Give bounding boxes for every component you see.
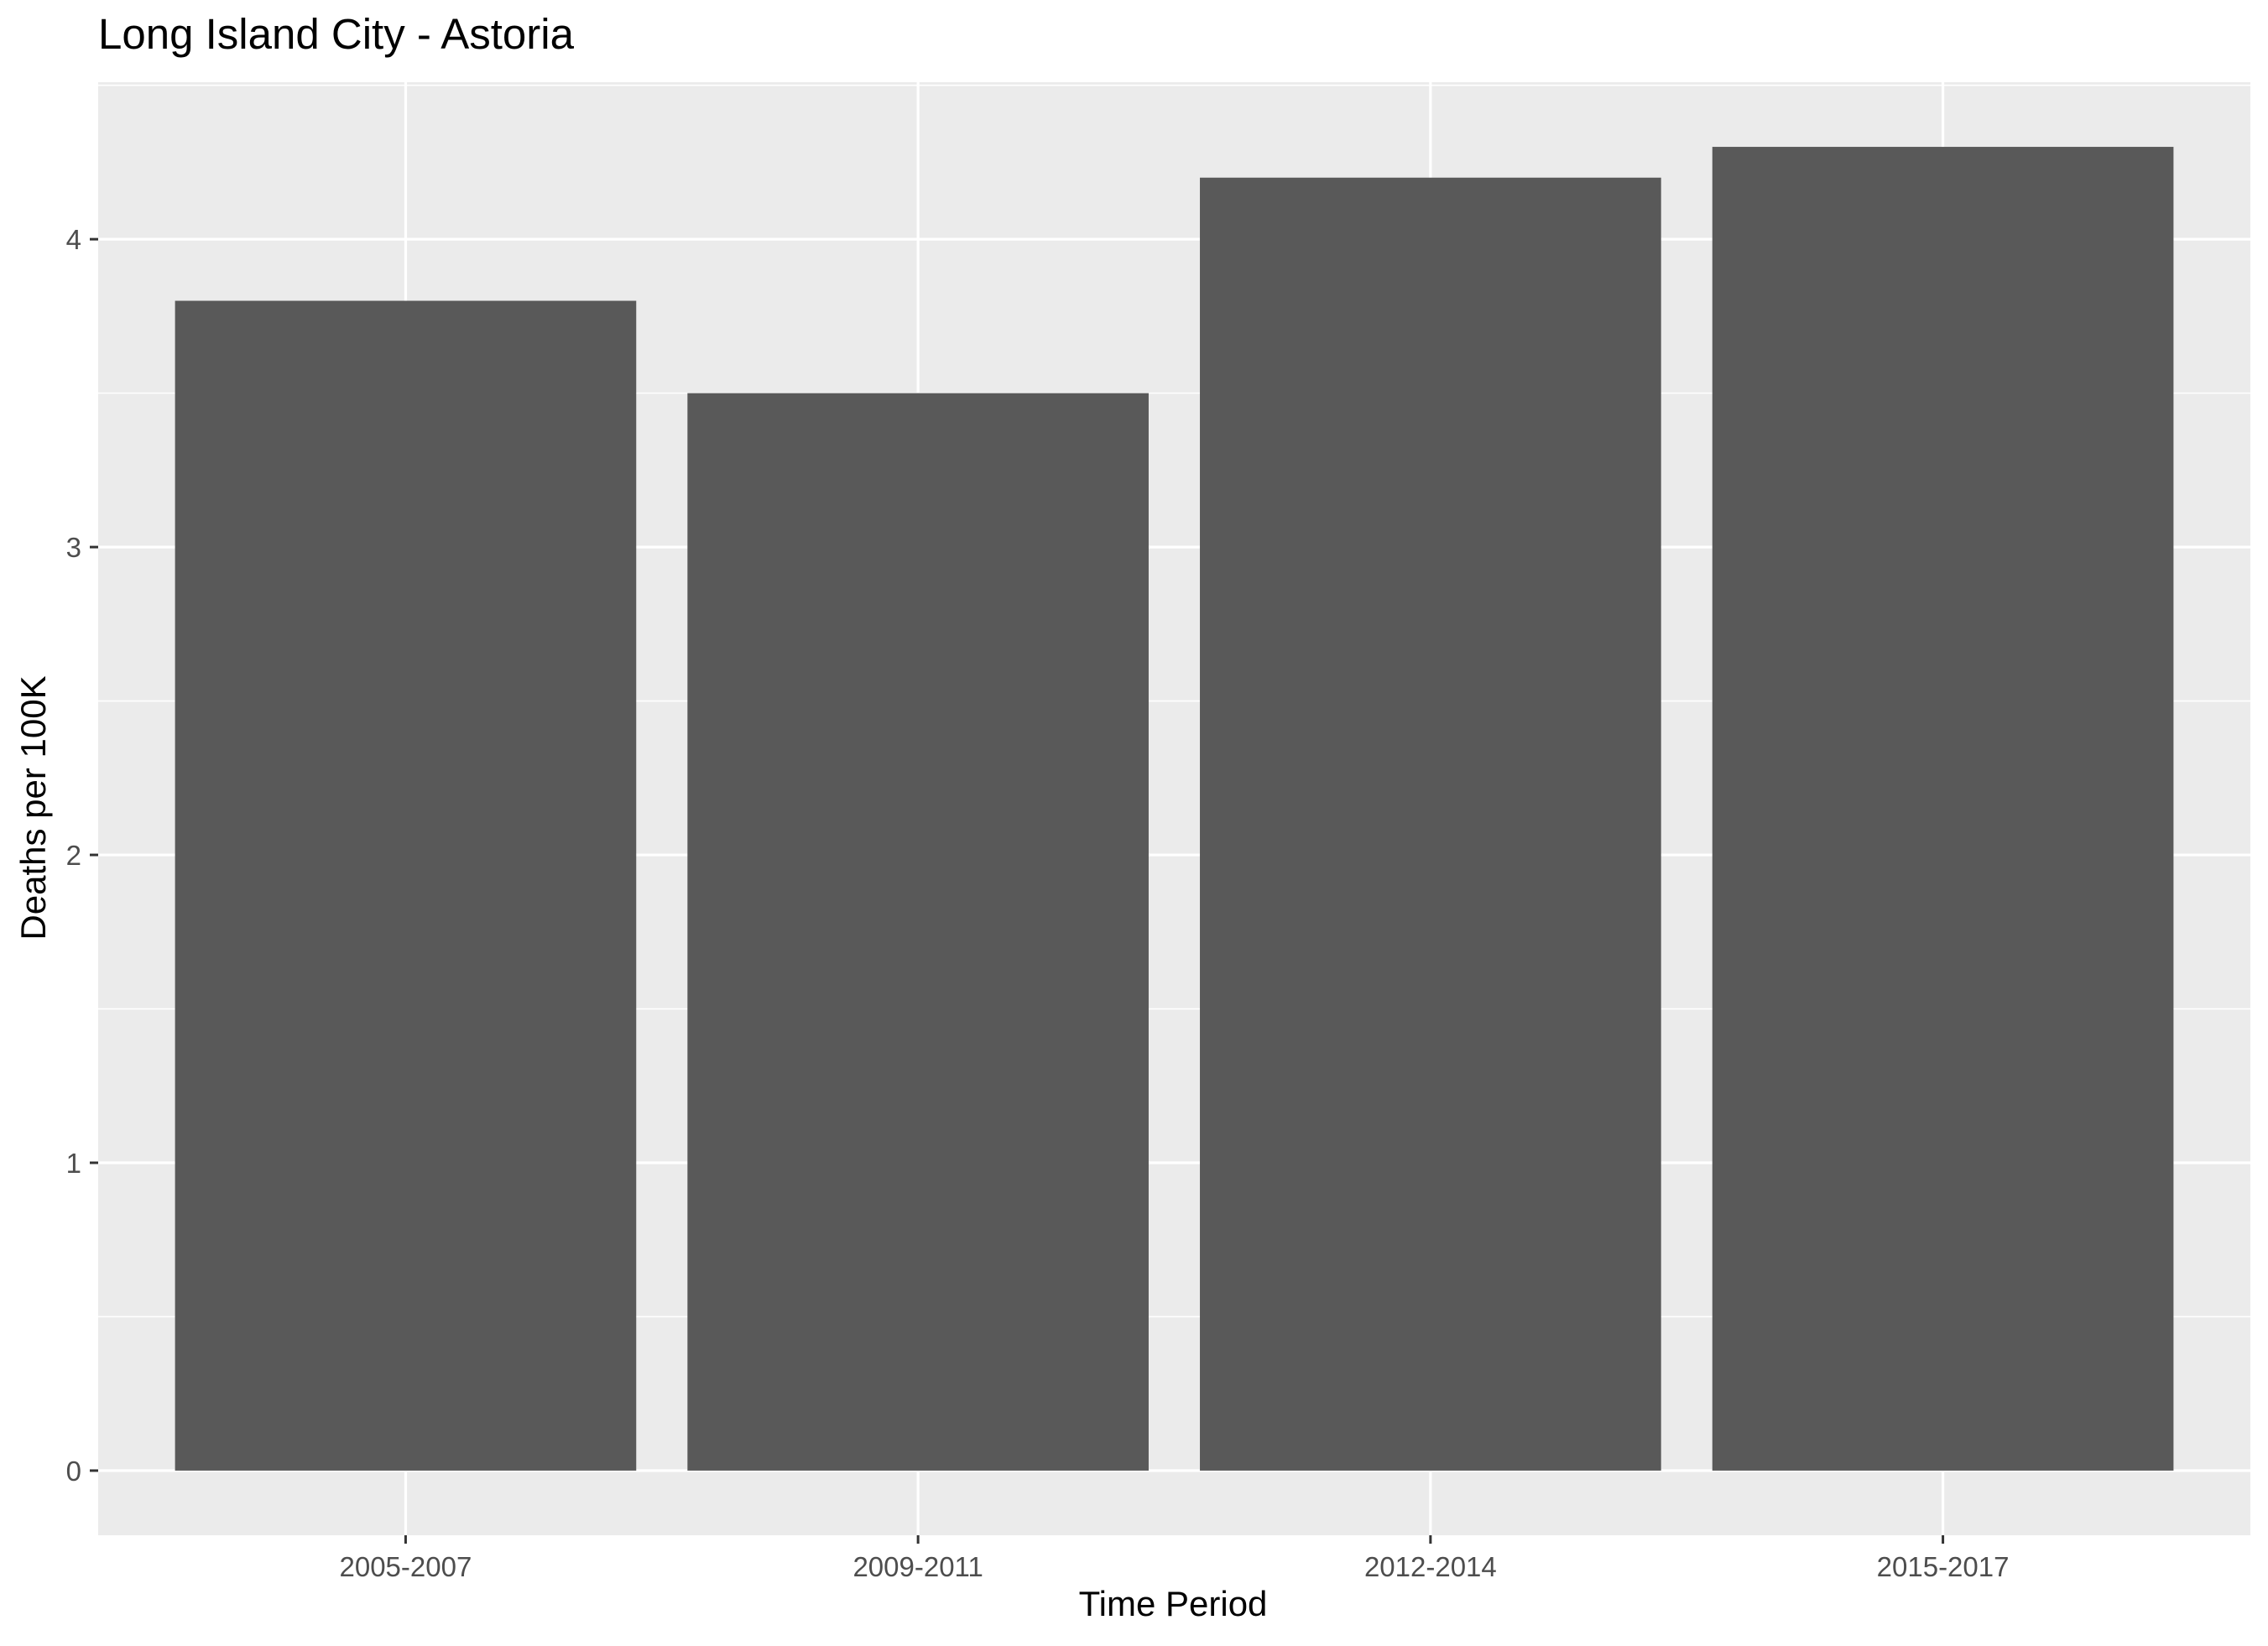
y-tick-label: 1	[66, 1148, 81, 1179]
bar-2005-2007	[175, 300, 637, 1471]
x-axis: 2005-2007 2009-2011 2012-2014 2015-2017	[340, 1535, 2010, 1582]
chart-title: Long Island City - Astoria	[98, 10, 575, 58]
x-tick-label: 2015-2017	[1877, 1551, 2010, 1582]
x-tick-label: 2009-2011	[852, 1551, 983, 1582]
y-axis-title: Deaths per 100K	[13, 675, 53, 940]
bar-2012-2014	[1200, 177, 1661, 1471]
x-axis-title: Time Period	[1079, 1584, 1268, 1623]
y-tick-label: 3	[66, 532, 81, 563]
bar-2015-2017	[1712, 147, 2174, 1471]
y-tick-label: 4	[66, 224, 81, 255]
y-tick-label: 0	[66, 1456, 81, 1487]
y-tick-label: 2	[66, 840, 81, 871]
x-tick-label: 2012-2014	[1364, 1551, 1497, 1582]
y-axis: 0 1 2 3 4	[66, 224, 98, 1487]
x-tick-label: 2005-2007	[340, 1551, 472, 1582]
bar-2009-2011	[687, 393, 1149, 1471]
bars	[175, 147, 2174, 1471]
